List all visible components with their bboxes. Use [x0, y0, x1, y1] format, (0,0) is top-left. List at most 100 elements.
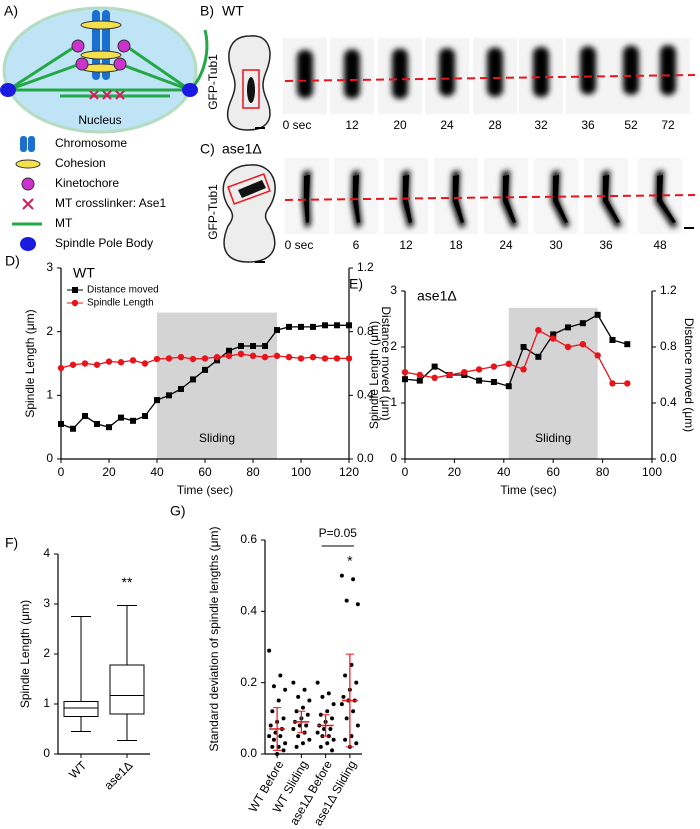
y2-tick-label: 1.2 [660, 283, 677, 297]
y2-tick-label: 0.8 [660, 339, 677, 353]
marker [165, 355, 173, 362]
marker [58, 420, 64, 427]
marker [594, 311, 601, 318]
marker [520, 366, 527, 373]
panel-label: A) [4, 3, 18, 19]
marker [118, 414, 124, 421]
marker [520, 344, 527, 350]
marker [262, 342, 268, 349]
marker [82, 413, 88, 420]
data-point [339, 702, 344, 707]
x-tick-label: 80 [246, 465, 260, 479]
legend-icons [12, 136, 42, 251]
legend-label: Kinetochore [55, 176, 119, 190]
spb [0, 83, 16, 97]
legend-label: Cohesion [55, 156, 106, 170]
time-label: 12 [399, 238, 413, 252]
marker [550, 335, 557, 342]
marker [401, 369, 409, 376]
y-tick-label: 1 [43, 696, 50, 710]
box [109, 664, 145, 715]
data-point [351, 709, 356, 714]
y-axis-label: Spindle Length (μm) [367, 321, 381, 429]
marker [490, 379, 497, 385]
marker [69, 361, 77, 368]
data-point [315, 730, 320, 735]
data-point [325, 741, 330, 746]
data-point [318, 744, 323, 749]
significance: * [347, 553, 353, 569]
x-tick-label: 0 [58, 465, 65, 479]
y-tick-label: 1 [46, 388, 53, 402]
marker [273, 352, 281, 360]
annotation: ** [122, 574, 133, 590]
data-point [330, 748, 335, 753]
marker [237, 350, 245, 358]
panel-label: C) [200, 141, 215, 157]
spindle-image [580, 46, 596, 95]
marker [475, 366, 483, 373]
marker [261, 353, 269, 361]
marker [431, 363, 438, 370]
marker [309, 353, 317, 361]
marker [416, 377, 423, 384]
marker [565, 324, 572, 331]
data-point [320, 694, 325, 699]
data-point [271, 737, 276, 742]
y2-tick-label: 0.4 [357, 388, 374, 402]
marker [213, 353, 221, 361]
data-point [344, 598, 349, 603]
marker [579, 320, 586, 327]
marker [416, 371, 424, 379]
marker [535, 353, 542, 360]
x-tick-label: 0 [402, 465, 409, 479]
marker [57, 364, 65, 372]
x-tick-label: WT [66, 758, 90, 782]
spindle-image [487, 47, 503, 97]
spindle-image [603, 175, 620, 223]
data-point [330, 716, 335, 721]
marker [334, 322, 340, 329]
spindle [247, 77, 255, 103]
spindle-image [439, 48, 455, 97]
chart-title: ase1Δ [417, 288, 457, 304]
shaded-region [157, 312, 277, 459]
marker [624, 341, 631, 348]
marker [624, 380, 631, 387]
marker [490, 363, 498, 370]
y2-tick-label: 0.8 [357, 324, 374, 338]
marker [321, 355, 329, 362]
box [63, 701, 99, 717]
marker [345, 355, 353, 362]
data-point [294, 744, 299, 749]
panel-label: E) [349, 276, 363, 292]
data-point [326, 691, 331, 696]
x-tick-label: 40 [150, 465, 164, 479]
time-label: 12 [345, 118, 359, 132]
panel-label: G) [170, 503, 186, 519]
y-tick-label: 2 [43, 646, 50, 660]
series-line [404, 329, 628, 385]
x-tick-label: 40 [497, 465, 511, 479]
marker [550, 331, 557, 338]
marker [238, 342, 244, 349]
marker [446, 371, 453, 379]
marker [177, 353, 185, 361]
data-point [270, 709, 275, 714]
y2-axis-label: Distance moved (μm) [682, 318, 696, 432]
data-point [291, 727, 296, 732]
data-point [343, 737, 348, 742]
data-point [267, 648, 272, 653]
y-tick-label: 0.4 [240, 604, 257, 618]
marker [249, 352, 257, 360]
data-point [355, 723, 360, 728]
y-tick-label: 4 [43, 546, 50, 560]
time-label: 36 [581, 118, 595, 132]
y-axis-label: Spindle Length (μm) [23, 309, 37, 417]
marker [202, 366, 208, 373]
y-tick-label: 0.2 [240, 675, 257, 689]
data-point [278, 673, 283, 678]
data-point [271, 684, 276, 689]
data-point [355, 602, 360, 607]
